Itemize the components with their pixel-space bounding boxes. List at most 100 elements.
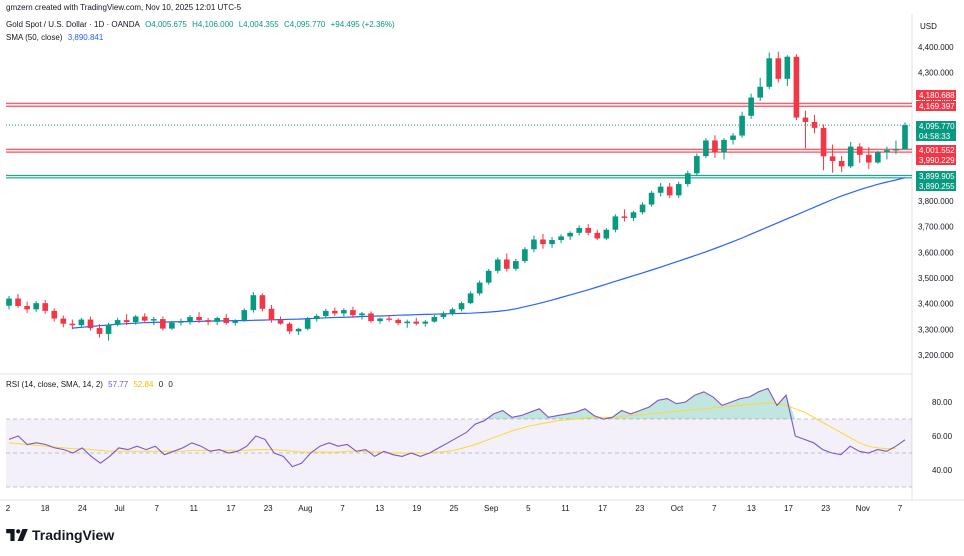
candle-body [15, 298, 21, 306]
candle-body [684, 173, 691, 185]
level-zone-0 [6, 103, 912, 107]
time-axis: 2 18 24 Jul 7 11 17 23 Aug 7 13 19 25 Sep 5 11 17 23 Oct 7 1… [6, 504, 903, 513]
price-tag-bg [916, 101, 956, 111]
price-axis-label: 3,800.000 [918, 197, 954, 206]
rsi-label: RSI (14, close, SMA, 14, 2) [6, 380, 103, 389]
candle-body [69, 323, 76, 326]
candle-body [639, 204, 646, 213]
rsi-axis-label: 60.00 [932, 432, 953, 441]
candle-body [341, 310, 347, 314]
price-tag-bg [916, 171, 956, 181]
rsi-value: 57.77 [108, 380, 129, 389]
candle-body [6, 298, 12, 306]
rsi-axis-label: 40.00 [932, 466, 953, 475]
price-tag-bg [916, 131, 956, 141]
candle-body [259, 295, 266, 309]
candle-body [712, 140, 718, 153]
tradingview-logo-icon [6, 529, 28, 541]
candle-body [847, 146, 854, 167]
price-tag-label: 4,001.552 [919, 146, 955, 155]
time-axis-label: 17 [227, 504, 236, 513]
candle-body [458, 303, 465, 310]
candle-body [757, 86, 763, 98]
price-axis-label: 4,300.000 [918, 69, 954, 78]
candle-body [368, 313, 374, 322]
candle-body [621, 216, 628, 218]
time-axis-label: 18 [41, 504, 50, 513]
rsi-extra-1: 0 [158, 380, 164, 389]
candle-body [178, 321, 184, 323]
candle-body [594, 232, 601, 239]
time-axis-label: 13 [747, 504, 756, 513]
candle-body [42, 303, 49, 311]
time-axis-label: 7 [898, 504, 903, 513]
candle-body [440, 313, 447, 318]
rsi-axis-label: 80.00 [932, 398, 953, 407]
candle-body [875, 152, 881, 163]
candle-body [540, 239, 546, 245]
level-zone-1 [6, 149, 912, 153]
time-axis-label: 7 [712, 504, 717, 513]
time-axis-label: Sep [484, 504, 499, 513]
candle-body [549, 240, 555, 245]
candle-body [169, 322, 175, 329]
sma-line [72, 177, 906, 329]
candle-body [531, 239, 537, 250]
rsi-extra-2: 0 [168, 380, 173, 389]
price-axis-label: 3,400.000 [918, 300, 954, 309]
time-axis-label: 24 [78, 504, 87, 513]
rsi-sma-line [8, 402, 896, 454]
price-tag-bg [916, 181, 956, 191]
candle-body [114, 320, 121, 325]
candle-body [51, 310, 58, 319]
candle-body [332, 310, 338, 314]
time-axis-label: Aug [298, 504, 312, 513]
price-tag-bg [916, 90, 956, 100]
symbol-legend: Gold Spot / U.S. Dollar · 1D · OANDA O4,… [6, 20, 398, 29]
candle-body [395, 319, 401, 324]
candle-body [313, 315, 320, 320]
candle-body [558, 236, 564, 241]
candle-body [60, 318, 67, 324]
candle-body [657, 186, 664, 193]
candle-body [123, 320, 130, 323]
candle-body [232, 320, 239, 323]
time-axis-label: 11 [190, 504, 199, 513]
candle-body [630, 212, 637, 218]
time-axis-label: 25 [450, 504, 459, 513]
candle-body [612, 216, 619, 230]
candle-body [268, 308, 275, 321]
candle-body [802, 117, 809, 122]
time-axis-label: 23 [635, 504, 644, 513]
symbol-name[interactable]: Gold Spot / U.S. Dollar · 1D · OANDA [6, 20, 140, 29]
candle-body [250, 295, 257, 311]
candle-body [766, 58, 773, 87]
candle-body [694, 156, 700, 174]
candle-body [386, 318, 392, 320]
rsi-sma-value: 52.84 [133, 380, 154, 389]
price-tag-label: 4,180.688 [919, 91, 955, 100]
candle-body [884, 150, 890, 153]
tradingview-logo[interactable]: TradingView [6, 527, 114, 543]
candle-body [187, 317, 193, 322]
price-tag-label: 3,990.229 [919, 156, 955, 165]
candles [6, 51, 908, 341]
candle-body [377, 318, 383, 322]
candle-body [811, 121, 818, 128]
rsi-legend[interactable]: RSI (14, close, SMA, 14, 2) 57.77 52.84 … [6, 380, 176, 389]
sma-legend[interactable]: SMA (50, close) 3,890.841 [6, 33, 106, 42]
candle-body [585, 227, 592, 233]
candle-body [277, 320, 284, 324]
candle-body [214, 318, 220, 322]
candle-body [675, 184, 682, 196]
candle-body [431, 317, 438, 322]
candle-body [793, 56, 800, 118]
candle-body [503, 259, 510, 269]
candle-body [422, 321, 429, 324]
candle-body [223, 318, 230, 323]
sma-line-path [72, 177, 906, 329]
candle-body [132, 316, 139, 323]
time-axis-label: Oct [671, 504, 684, 513]
